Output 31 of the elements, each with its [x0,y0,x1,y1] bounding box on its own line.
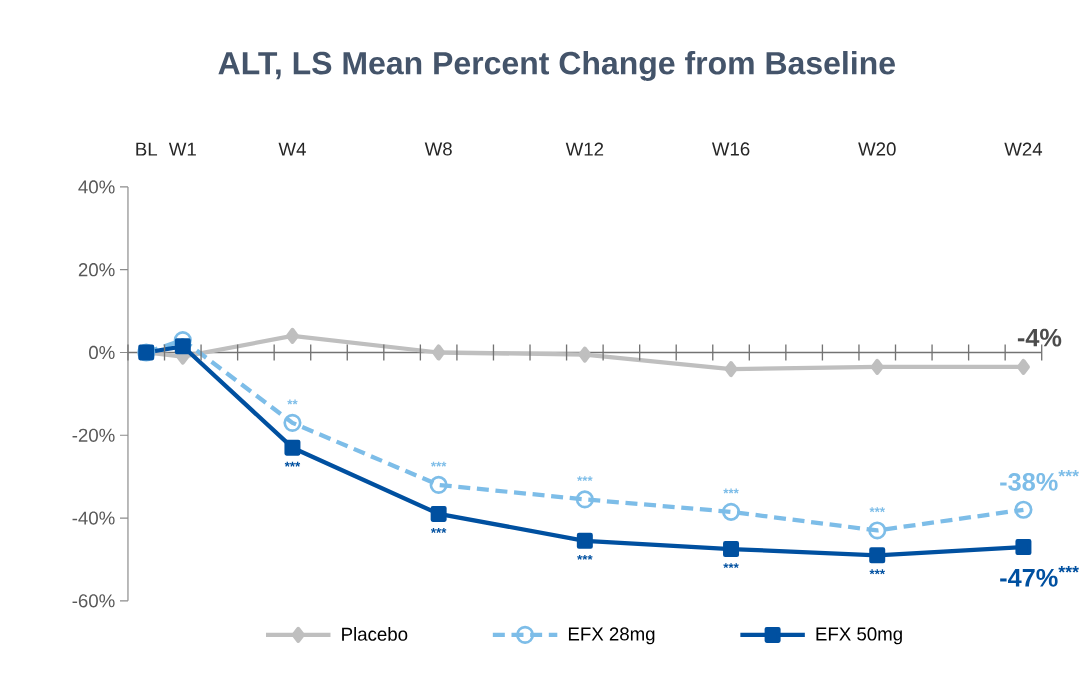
annotation: -38%$^{***}$ [1000,470,1079,491]
y-tick-label: -40% [72,511,115,525]
annotation: *** [577,476,593,482]
annotation: ** [287,399,298,405]
x-tick-label: W24 [1004,142,1043,156]
annotation: -4% [1017,328,1062,347]
annotation: *** [869,507,886,513]
x-tick-label: W8 [424,142,452,156]
annotation: *** [869,569,886,575]
annotation: *** [577,554,593,560]
annotation: *** [430,461,447,467]
y-tick-label: -20% [72,428,115,442]
y-tick-label: 40% [78,180,115,194]
annotation: -47%$^{***}$ [1000,566,1079,587]
y-tick-label: 0% [89,345,115,360]
annotation: *** [430,528,447,534]
x-tick-label: W1 [168,142,196,156]
chart-title: ALT, LS Mean Percent Change from Baseline [218,51,895,82]
legend-label: EFX 28mg [568,627,655,645]
y-tick-label: 20% [78,263,115,277]
x-tick-label: W12 [565,142,604,156]
x-tick-label: W4 [278,142,306,156]
x-tick-label: W16 [711,142,750,156]
y-tick-label: -60% [72,594,115,608]
legend-label: Placebo [342,627,408,641]
annotation: *** [723,563,739,569]
annotation: *** [284,461,301,467]
x-tick-label: W20 [858,142,896,156]
legend-label: EFX 50mg [816,627,902,645]
annotation: *** [723,488,739,494]
x-tick-label: BL [136,142,158,156]
